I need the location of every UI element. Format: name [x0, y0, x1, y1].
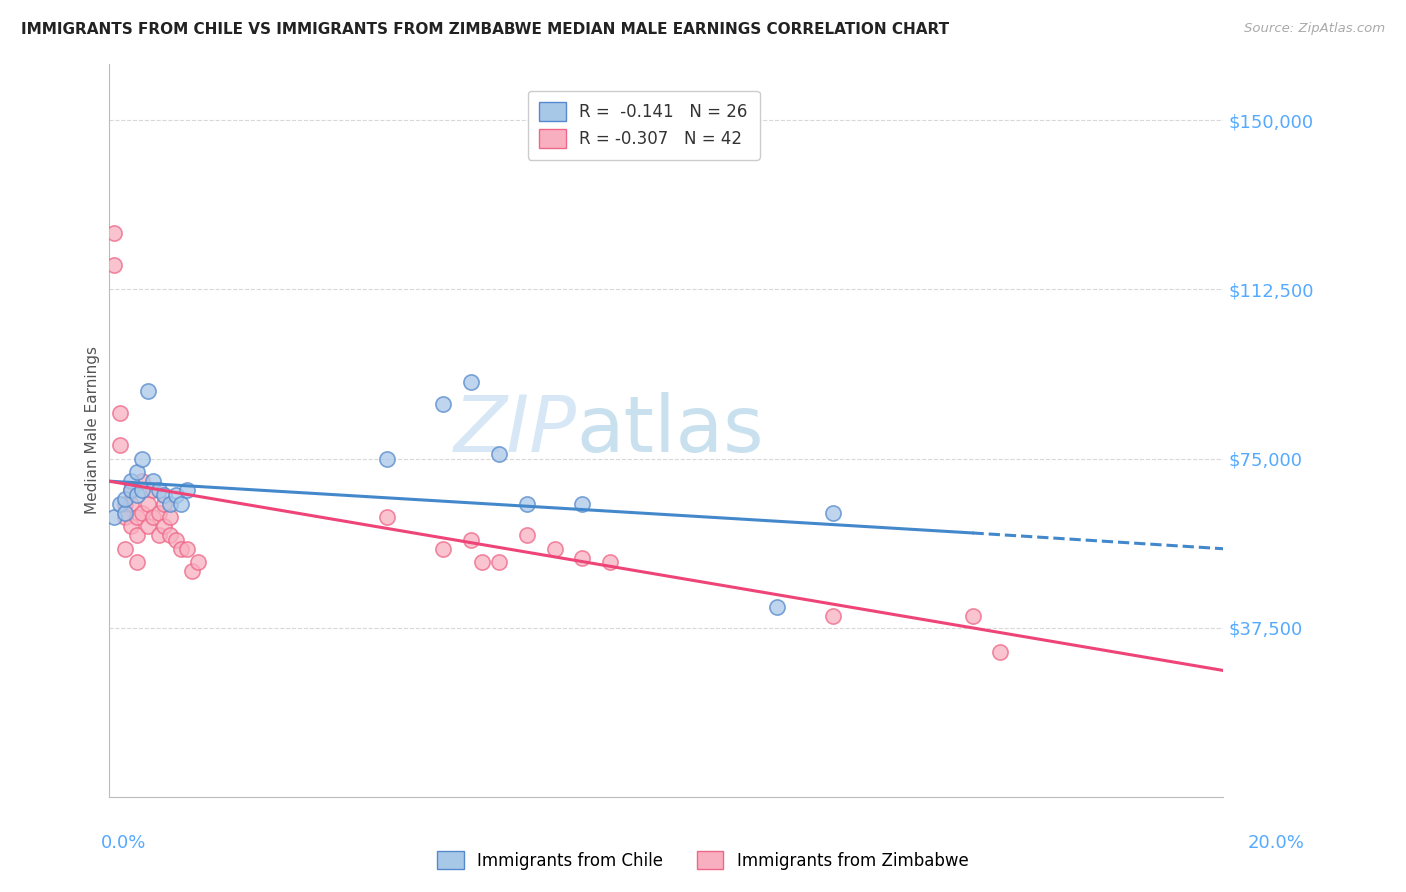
Text: IMMIGRANTS FROM CHILE VS IMMIGRANTS FROM ZIMBABWE MEDIAN MALE EARNINGS CORRELATI: IMMIGRANTS FROM CHILE VS IMMIGRANTS FROM…: [21, 22, 949, 37]
Point: [120, 497, 142, 511]
Point: [165, 533, 187, 547]
Point: [432, 397, 454, 411]
Legend: Immigrants from Chile, Immigrants from Zimbabwe: Immigrants from Chile, Immigrants from Z…: [430, 845, 976, 877]
Point: [170, 497, 193, 511]
Point: [432, 541, 454, 556]
Point: [962, 609, 984, 624]
Point: [136, 519, 159, 533]
Point: [516, 497, 538, 511]
Point: [153, 488, 176, 502]
Point: [176, 483, 198, 497]
Point: [136, 384, 159, 398]
Point: [103, 510, 125, 524]
Point: [103, 258, 125, 272]
Point: [488, 555, 510, 569]
Text: ZIP: ZIP: [454, 392, 576, 468]
Point: [125, 510, 148, 524]
Point: [460, 375, 482, 389]
Point: [148, 506, 170, 520]
Point: [142, 474, 165, 488]
Text: Source: ZipAtlas.com: Source: ZipAtlas.com: [1244, 22, 1385, 36]
Point: [108, 407, 131, 421]
Point: [108, 497, 131, 511]
Point: [108, 438, 131, 452]
Point: [125, 528, 148, 542]
Point: [114, 510, 136, 524]
Point: [823, 506, 845, 520]
Point: [990, 645, 1012, 659]
Point: [488, 447, 510, 461]
Point: [153, 497, 176, 511]
Point: [165, 488, 187, 502]
Point: [823, 609, 845, 624]
Text: 0.0%: 0.0%: [101, 834, 146, 852]
Point: [516, 528, 538, 542]
Point: [159, 528, 181, 542]
Point: [181, 564, 204, 578]
Point: [114, 497, 136, 511]
Point: [131, 506, 153, 520]
Point: [125, 488, 148, 502]
Point: [599, 555, 621, 569]
Point: [120, 483, 142, 497]
Legend: R =  -0.141   N = 26, R = -0.307   N = 42: R = -0.141 N = 26, R = -0.307 N = 42: [527, 91, 759, 160]
Point: [543, 541, 565, 556]
Point: [176, 541, 198, 556]
Point: [142, 510, 165, 524]
Point: [131, 474, 153, 488]
Point: [375, 510, 398, 524]
Point: [159, 497, 181, 511]
Point: [766, 600, 789, 615]
Point: [571, 497, 593, 511]
Point: [187, 555, 209, 569]
Point: [114, 541, 136, 556]
Text: atlas: atlas: [576, 392, 765, 468]
Point: [142, 483, 165, 497]
Point: [120, 474, 142, 488]
Point: [114, 506, 136, 520]
Y-axis label: Median Male Earnings: Median Male Earnings: [86, 346, 100, 515]
Point: [460, 533, 482, 547]
Point: [375, 451, 398, 466]
Point: [120, 519, 142, 533]
Text: 20.0%: 20.0%: [1249, 834, 1305, 852]
Point: [136, 497, 159, 511]
Point: [103, 226, 125, 240]
Point: [159, 510, 181, 524]
Point: [170, 541, 193, 556]
Point: [148, 528, 170, 542]
Point: [131, 483, 153, 497]
Point: [120, 483, 142, 497]
Point: [125, 465, 148, 479]
Point: [148, 483, 170, 497]
Point: [125, 555, 148, 569]
Point: [114, 492, 136, 507]
Point: [571, 550, 593, 565]
Point: [471, 555, 494, 569]
Point: [153, 519, 176, 533]
Point: [131, 451, 153, 466]
